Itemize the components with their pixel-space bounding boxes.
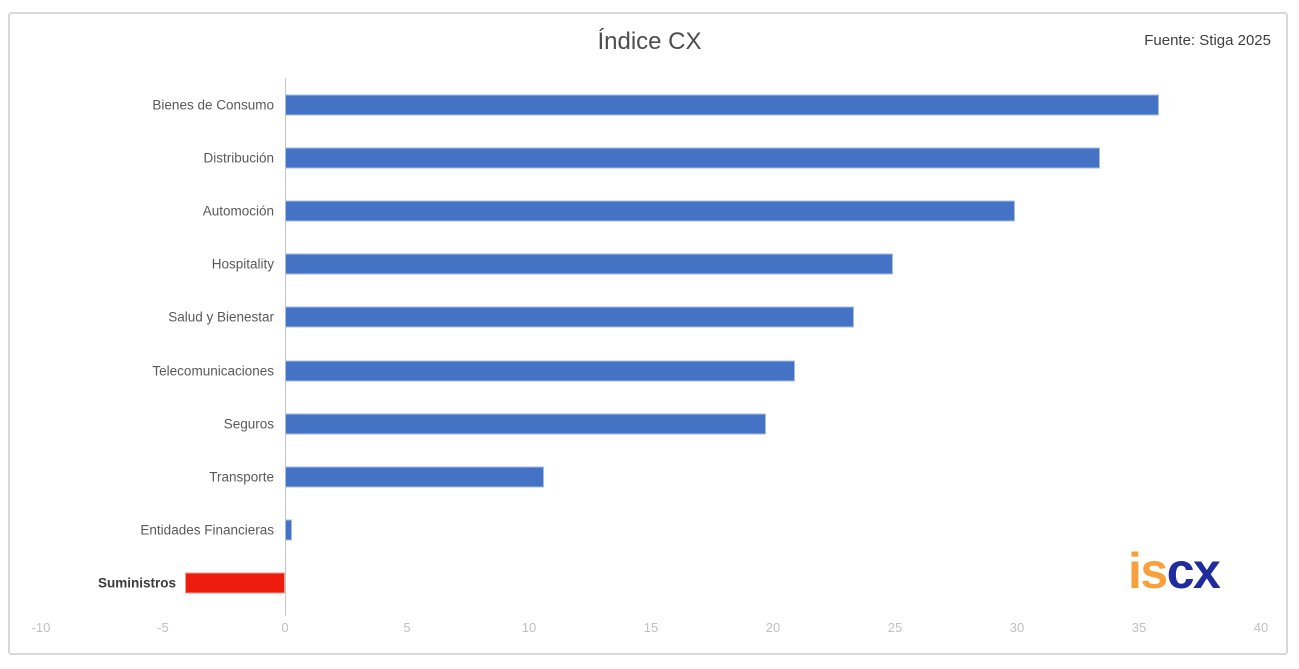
bar-automocion bbox=[285, 200, 1015, 222]
tick-label-30: 30 bbox=[1009, 620, 1025, 635]
category-label-distribucion: Distribución bbox=[203, 150, 274, 166]
category-label-salud-y-bienestar: Salud y Bienestar bbox=[168, 309, 274, 325]
tick-label-5: 5 bbox=[403, 620, 411, 635]
bar-telecomunicaciones bbox=[285, 360, 795, 382]
bar-distribucion bbox=[285, 147, 1100, 169]
iscx-logo-cx: cx bbox=[1166, 543, 1221, 599]
tick-label-40: 40 bbox=[1253, 620, 1269, 635]
category-label-entidades-financieras: Entidades Financieras bbox=[140, 522, 274, 538]
tick-label--10: -10 bbox=[31, 620, 51, 635]
tick-label-25: 25 bbox=[887, 620, 903, 635]
bar-bienes-de-consumo bbox=[285, 94, 1159, 116]
category-label-automocion: Automoción bbox=[202, 203, 274, 219]
zero-axis-line bbox=[285, 78, 286, 616]
category-label-transporte: Transporte bbox=[209, 469, 274, 485]
source-note: Fuente: Stiga 2025 bbox=[1144, 32, 1271, 49]
category-label-suministros: Suministros bbox=[97, 575, 176, 591]
chart-border-frame bbox=[8, 12, 1288, 655]
bar-hospitality bbox=[285, 253, 893, 275]
tick-label-0: 0 bbox=[281, 620, 289, 635]
tick-label-15: 15 bbox=[643, 620, 659, 635]
bar-salud-y-bienestar bbox=[285, 306, 854, 328]
tick-label-20: 20 bbox=[765, 620, 781, 635]
category-label-seguros: Seguros bbox=[223, 416, 274, 432]
category-label-telecomunicaciones: Telecomunicaciones bbox=[152, 363, 274, 379]
bar-entidades-financieras bbox=[285, 519, 293, 541]
bar-seguros bbox=[285, 413, 766, 435]
chart-title: Índice CX bbox=[597, 28, 702, 55]
category-label-bienes-de-consumo: Bienes de Consumo bbox=[152, 97, 274, 113]
tick-label--5: -5 bbox=[157, 620, 169, 635]
plot-area bbox=[41, 78, 1261, 616]
tick-label-10: 10 bbox=[521, 620, 537, 635]
tick-label-35: 35 bbox=[1131, 620, 1147, 635]
iscx-logo: iscx bbox=[1128, 543, 1221, 599]
category-label-hospitality: Hospitality bbox=[211, 256, 274, 272]
bar-suministros bbox=[184, 572, 285, 594]
iscx-logo-is: is bbox=[1128, 543, 1168, 599]
bar-transporte bbox=[285, 466, 544, 488]
